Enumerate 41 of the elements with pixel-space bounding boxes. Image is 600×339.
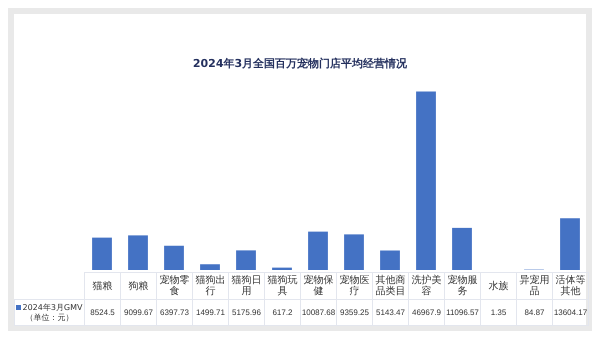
x-tick-label: 猫狗玩具 [264,272,300,300]
bar [344,234,364,270]
x-tick-label: 猫粮 [84,272,120,300]
bar [560,218,580,270]
data-label: 5175.96 [228,300,264,326]
data-label: 11096.57 [444,300,480,326]
x-tick-label: 洗护美容 [408,272,444,300]
x-tick-label: 狗粮 [120,272,156,300]
x-tick-label: 活体等其他 [552,272,588,300]
x-tick-label: 猫狗出行 [192,272,228,300]
chart-title: 2024年3月全国百万宠物门店平均经营情况 [192,56,408,71]
data-label: 13604.17 [552,300,588,326]
data-label: 617.2 [264,300,300,326]
data-label: 84.87 [516,300,552,326]
bar [236,250,256,270]
x-tick-label: 猫狗日用 [228,272,264,300]
legend-label: 2024年3月GMV（单位：元） [14,300,84,326]
x-tick-label: 水族 [480,272,516,300]
x-tick-label: 宠物零食 [156,272,192,300]
data-label: 10087.68 [300,300,336,326]
data-label: 9099.67 [120,300,156,326]
x-tick-label: 宠物医疗 [336,272,372,300]
data-label: 5143.47 [372,300,408,326]
data-label: 9359.25 [336,300,372,326]
x-tick-label: 其他商品类目 [372,272,408,300]
x-tick-label: 宠物保健 [300,272,336,300]
bar [164,246,184,270]
data-label: 1.35 [480,300,516,326]
bar [416,92,436,270]
data-label: 8524.5 [84,300,120,326]
bar [452,228,472,270]
bar [380,250,400,270]
bar [200,264,220,270]
data-label: 46967.9 [408,300,444,326]
bar [92,238,112,270]
data-label: 6397.73 [156,300,192,326]
x-tick-label: 宠物服务 [444,272,480,300]
x-tick-label: 异宠用品 [516,272,552,300]
bar [308,232,328,270]
bar [128,235,148,270]
data-label: 1499.71 [192,300,228,326]
